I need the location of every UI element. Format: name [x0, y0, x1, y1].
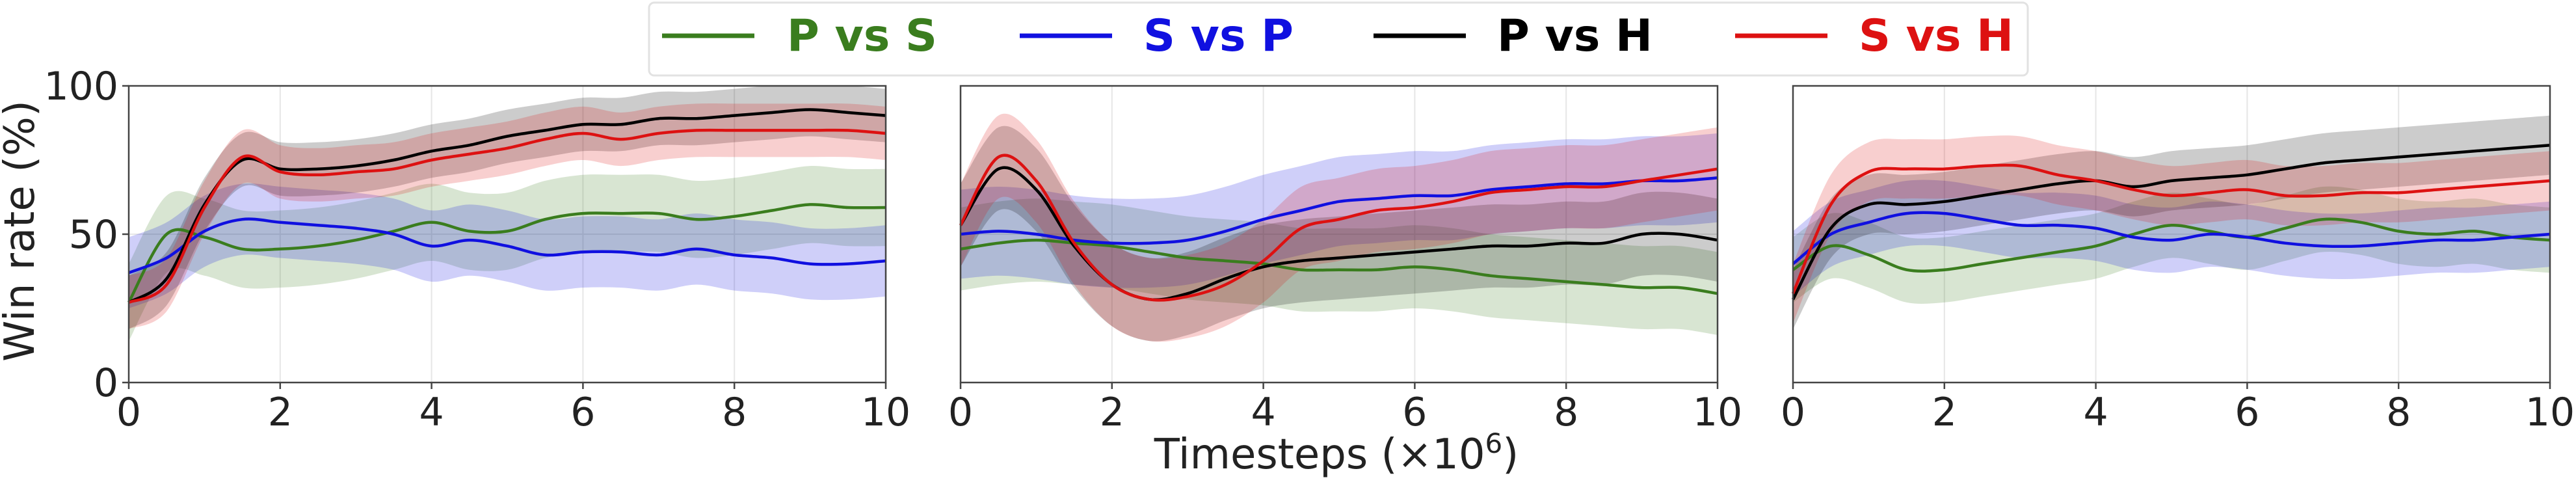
series-line-s-vs-h [1791, 163, 2551, 295]
confidence-band-p-vs-h [1793, 115, 2550, 329]
legend-label-p-vs-s: P vs S [787, 10, 937, 62]
x-tick-label: 10 [1693, 390, 1742, 435]
x-tick-label: 0 [948, 390, 973, 435]
x-tick-label: 4 [419, 390, 444, 435]
x-tick-label: 2 [268, 390, 293, 435]
x-axis-title: Timesteps (×106) [1154, 427, 1519, 479]
series-line-p-vs-s [127, 203, 886, 303]
x-tick-label: 8 [2386, 390, 2411, 435]
x-tick-label: 6 [2235, 390, 2259, 435]
series-line-p-vs-h [127, 108, 886, 304]
series-line-p-vs-h [1792, 143, 2551, 301]
legend-entry-s-vs-p: S vs P [1020, 10, 1294, 62]
x-tick-label: 2 [1932, 390, 1957, 435]
panel-3: 0 2 4 6 8 10 [1781, 85, 2575, 435]
legend-frame [648, 1, 2029, 77]
legend: P vs S S vs P P vs H S vs H [648, 1, 2029, 77]
x-tick-label: 8 [722, 390, 747, 435]
confidence-band-p-vs-s [1793, 186, 2550, 304]
x-tick-label: 4 [1251, 390, 1276, 435]
confidence-band-p-vs-h [129, 85, 886, 329]
plot-frame [959, 85, 1719, 384]
confidence-band-p-vs-h [961, 126, 1718, 342]
x-tick-label: 6 [1402, 390, 1427, 435]
y-tick-label: 50 [69, 212, 118, 258]
series-line-s-vs-p [1792, 211, 2551, 265]
confidence-band-s-vs-p [961, 133, 1718, 288]
x-tick-label: 0 [1781, 390, 1805, 435]
confidence-band-s-vs-p [1793, 180, 2550, 297]
legend-entry-p-vs-s: P vs S [662, 10, 937, 62]
plot-frame [1792, 85, 2551, 384]
x-tick-label: 4 [2084, 390, 2108, 435]
confidence-band-s-vs-h [961, 113, 1718, 342]
confidence-band-s-vs-h [129, 103, 886, 329]
x-axis-title-close: ) [1502, 431, 1519, 479]
confidence-band-p-vs-s [129, 166, 886, 342]
y-tick-label: 100 [44, 64, 118, 109]
series-line-p-vs-h [959, 166, 1718, 302]
y-axis-title: Win rate (%) [0, 100, 44, 362]
x-axis-title-exponent: 6 [1485, 427, 1503, 459]
legend-label-s-vs-p: S vs P [1143, 10, 1294, 62]
series-line-s-vs-h [959, 154, 1718, 302]
series-line-s-vs-p [960, 176, 1718, 245]
x-axis-title-main: Timesteps (×10 [1154, 431, 1485, 479]
series-line-s-vs-p [128, 217, 886, 275]
x-tick-label: 2 [1100, 390, 1124, 435]
legend-label-s-vs-h: S vs H [1859, 10, 2013, 62]
x-tick-label: 10 [861, 390, 910, 435]
x-tick-label: 0 [116, 390, 141, 435]
series-line-p-vs-s [960, 238, 1718, 295]
confidence-band-s-vs-h [1793, 135, 2550, 323]
series-line-p-vs-s [1792, 217, 2551, 273]
x-tick-label: 10 [2525, 390, 2575, 435]
x-tick-label: 6 [570, 390, 595, 435]
legend-label-p-vs-h: P vs H [1497, 10, 1653, 62]
legend-entry-p-vs-h: P vs H [1374, 10, 1653, 62]
x-tick-label: 8 [1554, 390, 1578, 435]
panel-2: 0 2 4 6 8 10 [948, 85, 1742, 435]
y-tick-label: 0 [94, 360, 118, 406]
legend-entry-s-vs-h: S vs H [1735, 10, 2013, 62]
series-line-s-vs-h [128, 128, 886, 304]
confidence-band-p-vs-s [961, 198, 1718, 335]
